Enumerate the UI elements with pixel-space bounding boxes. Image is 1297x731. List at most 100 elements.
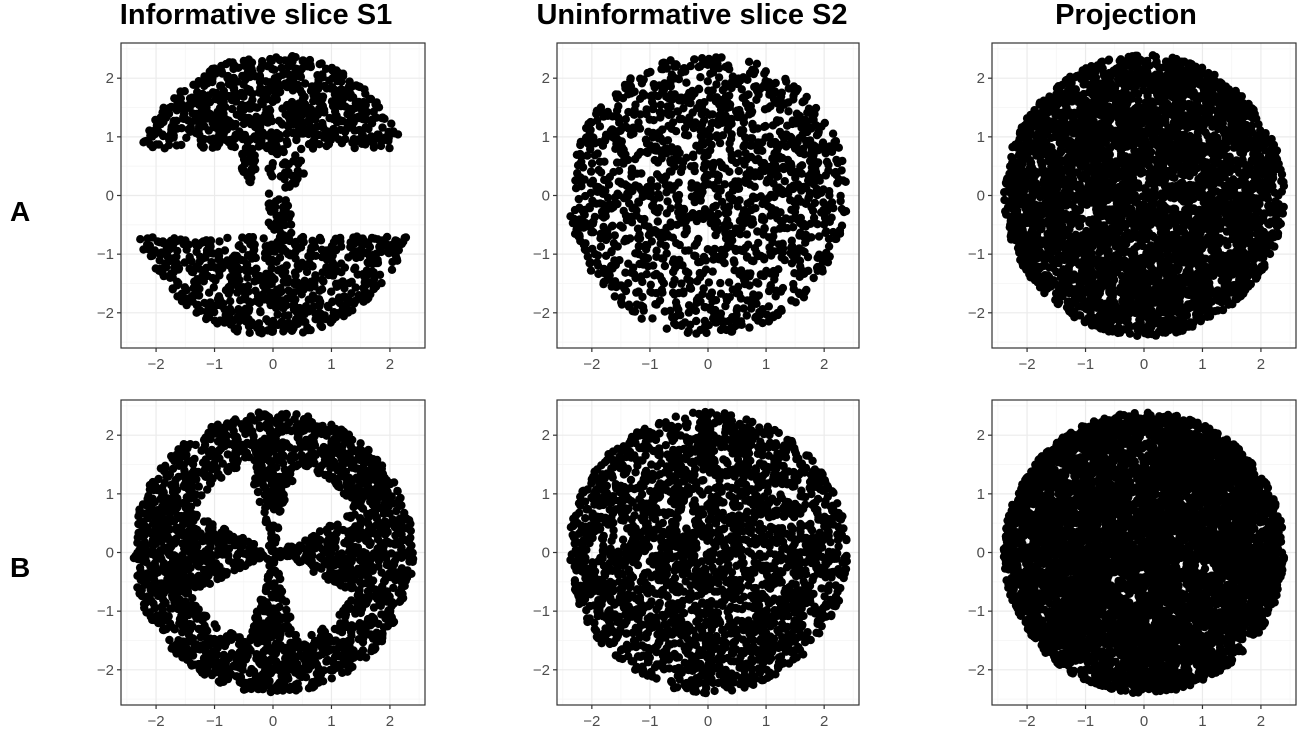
scatter-point <box>618 293 626 301</box>
scatter-point <box>764 104 772 112</box>
scatter-point <box>345 82 353 90</box>
scatter-point <box>620 237 628 245</box>
scatter-point <box>658 125 666 133</box>
scatter-point <box>706 93 714 101</box>
scatter-point <box>316 299 324 307</box>
scatter-point <box>697 127 705 135</box>
scatter-point <box>686 99 694 107</box>
scatter-point <box>328 297 336 305</box>
scatter-point <box>279 244 287 252</box>
scatter-point <box>628 204 636 212</box>
scatter-point <box>796 257 804 265</box>
scatter-point <box>202 264 210 272</box>
scatter-point <box>768 268 776 276</box>
scatter-point <box>575 231 583 239</box>
scatter-point <box>337 102 345 110</box>
scatter-point <box>177 124 185 132</box>
scatter-point <box>702 329 710 337</box>
scatter-point <box>737 317 745 325</box>
scatter-point <box>332 235 340 243</box>
scatter-point <box>669 280 677 288</box>
scatter-point <box>813 160 821 168</box>
scatter-point <box>754 124 762 132</box>
scatter-point <box>355 114 363 122</box>
scatter-point <box>223 234 231 242</box>
scatter-point <box>338 294 346 302</box>
scatter-point <box>737 294 745 302</box>
scatter-point <box>638 315 646 323</box>
scatter-point <box>623 216 631 224</box>
scatter-point <box>247 267 255 275</box>
scatter-point <box>664 136 672 144</box>
scatter-point <box>216 104 224 112</box>
scatter-point <box>209 88 217 96</box>
scatter-point <box>587 167 595 175</box>
scatter-point <box>825 235 833 243</box>
scatter-point <box>611 241 619 249</box>
scatter-point <box>278 220 286 228</box>
scatter-point <box>788 120 796 128</box>
x-tick-label: −1 <box>206 356 223 373</box>
scatter-point <box>740 276 748 284</box>
scatter-point <box>693 104 701 112</box>
scatter-point <box>667 222 675 230</box>
scatter-point <box>256 307 264 315</box>
scatter-point <box>672 127 680 135</box>
scatter-point <box>706 305 714 313</box>
scatter-point <box>591 213 599 221</box>
scatter-point <box>725 278 733 286</box>
scatter-point <box>158 130 166 138</box>
scatter-point <box>671 90 679 98</box>
scatter-point <box>644 191 652 199</box>
scatter-point <box>271 90 279 98</box>
scatter-point <box>346 108 354 116</box>
scatter-point <box>773 97 781 105</box>
scatter-point <box>647 92 655 100</box>
scatter-point <box>194 301 202 309</box>
scatter-point <box>754 146 762 154</box>
scatter-point <box>233 324 241 332</box>
scatter-point <box>297 118 305 126</box>
scatter-point <box>585 203 593 211</box>
scatter-point <box>647 176 655 184</box>
scatter-point <box>247 318 255 326</box>
scatter-point <box>626 76 634 84</box>
scatter-point <box>340 312 348 320</box>
scatter-point <box>730 256 738 264</box>
scatter-point <box>663 249 671 257</box>
scatter-point <box>230 272 238 280</box>
scatter-point <box>1197 317 1205 325</box>
scatter-point <box>648 289 656 297</box>
scatter-point <box>692 329 700 337</box>
scatter-point <box>668 313 676 321</box>
scatter-point <box>294 160 302 168</box>
y-tick-label: −2 <box>533 305 550 322</box>
scatter-point <box>642 110 650 118</box>
scatter-point <box>757 271 765 279</box>
scatter-point <box>757 159 765 167</box>
scatter-point <box>202 236 210 244</box>
scatter-point <box>709 159 717 167</box>
scatter-point <box>300 128 308 136</box>
scatter-point <box>689 153 697 161</box>
scatter-point <box>291 151 299 159</box>
scatter-point <box>768 238 776 246</box>
scatter-point <box>716 139 724 147</box>
scatter-point <box>720 259 728 267</box>
scatter-point <box>586 222 594 230</box>
scatter-point <box>372 283 380 291</box>
scatter-point <box>692 307 700 315</box>
scatter-point <box>285 235 293 243</box>
scatter-point <box>213 319 221 327</box>
scatter-point <box>239 285 247 293</box>
scatter-point <box>368 119 376 127</box>
scatter-point <box>678 163 686 171</box>
scatter-point <box>646 141 654 149</box>
scatter-point <box>241 114 249 122</box>
scatter-point <box>720 203 728 211</box>
scatter-point <box>239 106 247 114</box>
scatter-point <box>246 329 254 337</box>
scatter-point <box>798 247 806 255</box>
scatter-point <box>647 281 655 289</box>
scatter-point <box>701 160 709 168</box>
